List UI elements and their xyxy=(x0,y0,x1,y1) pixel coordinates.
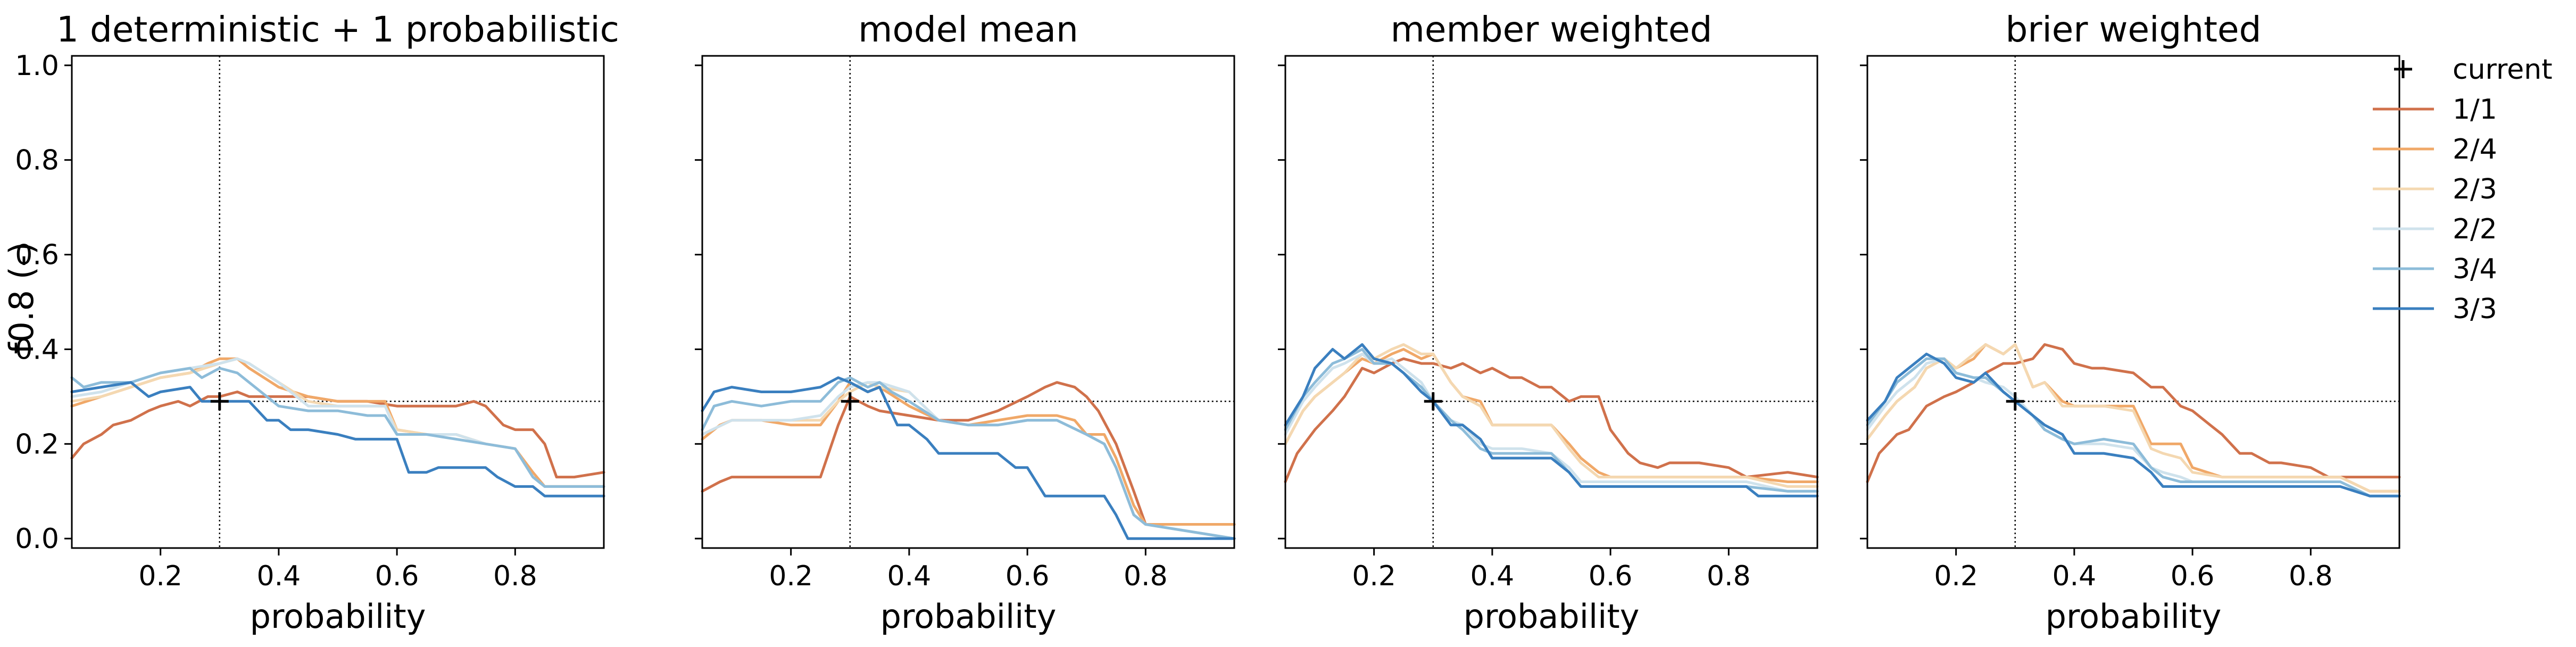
x-tick-label: 0.6 xyxy=(1006,560,1050,592)
x-axis-label: probability xyxy=(250,597,426,636)
x-tick-label: 0.6 xyxy=(375,560,419,592)
x-tick-label: 0.2 xyxy=(138,560,182,592)
y-axis-label: f0.8 (-) xyxy=(2,242,41,354)
series-line-3-3 xyxy=(1866,352,2401,497)
legend-label: 2/4 xyxy=(2453,134,2497,165)
x-tick-label: 0.2 xyxy=(1352,560,1396,592)
chart-title: member weighted xyxy=(1391,9,1713,50)
current-marker xyxy=(841,392,859,411)
x-tick-label: 0.4 xyxy=(887,560,932,592)
series-line-2-2 xyxy=(701,381,1236,540)
y-tick-label: 0.0 xyxy=(15,523,59,555)
x-tick-label: 0.8 xyxy=(1124,560,1168,592)
legend-label: 3/3 xyxy=(2453,293,2497,325)
series-line-1-1 xyxy=(1284,357,1819,483)
legend-entry-2-3: 2/3 xyxy=(2373,173,2497,205)
y-tick-label: 0.8 xyxy=(15,145,59,177)
series-line-2-3 xyxy=(701,381,1236,540)
x-axis-label: probability xyxy=(2046,597,2222,636)
axes-frame xyxy=(71,55,605,549)
x-axis-label: probability xyxy=(1464,597,1640,636)
x-tick-label: 0.4 xyxy=(2053,560,2097,592)
series-line-1-1 xyxy=(701,381,1236,526)
chart-title: 1 deterministic + 1 probabilistic xyxy=(56,9,619,50)
series-line-3-4 xyxy=(70,367,605,488)
x-tick-label: 0.8 xyxy=(493,560,537,592)
x-tick-label: 0.6 xyxy=(1589,560,1633,592)
x-tick-label: 0.8 xyxy=(2289,560,2333,592)
legend-entry-2-2: 2/2 xyxy=(2373,213,2497,245)
legend-label-current: current xyxy=(2453,54,2553,86)
series-line-2-2 xyxy=(1284,352,1819,493)
series-line-3-4 xyxy=(701,376,1236,540)
x-tick-label: 0.6 xyxy=(2171,560,2215,592)
legend-label: 1/1 xyxy=(2453,94,2497,126)
axes-frame xyxy=(701,55,1235,549)
chart-panels: 0.2 0.4 0.6 0.8 0.0 0.2 0.4 0.6 0.8 1.01 determin… xyxy=(15,9,2401,636)
y-tick-label: 0.4 xyxy=(15,334,59,366)
legend-label: 2/2 xyxy=(2453,213,2497,245)
series-line-3-3 xyxy=(70,381,605,497)
x-tick-label: 0.2 xyxy=(769,560,813,592)
chart-panel-2: 0.2 0.4 0.6 0.8 model mean probability xyxy=(695,9,1236,636)
x-tick-label: 0.8 xyxy=(1707,560,1751,592)
y-tick-label: 1.0 xyxy=(15,50,59,82)
series-line-2-2 xyxy=(1866,357,2401,497)
legend-entry-current: current xyxy=(2394,54,2553,86)
x-tick-label: 0.4 xyxy=(1470,560,1515,592)
current-marker xyxy=(2006,392,2024,411)
series-line-2-3 xyxy=(70,357,605,488)
series-line-2-3 xyxy=(1284,343,1819,488)
chart-title: brier weighted xyxy=(2005,9,2261,50)
chart-panel-4: 0.2 0.4 0.6 0.8 brier weighted probability xyxy=(1860,9,2401,636)
chart-title: model mean xyxy=(858,9,1078,50)
current-marker xyxy=(1424,392,1442,411)
current-marker xyxy=(210,392,229,411)
series-line-2-4 xyxy=(70,357,605,488)
series-line-3-4 xyxy=(1866,357,2401,497)
series-line-2-2 xyxy=(70,357,605,488)
legend-entry-3-4: 3/4 xyxy=(2373,253,2497,285)
legend-entry-3-3: 3/3 xyxy=(2373,293,2497,325)
legend-entry-2-4: 2/4 xyxy=(2373,134,2497,165)
y-tick-label: 0.6 xyxy=(15,239,59,271)
axes-frame xyxy=(1284,55,1818,549)
x-axis-label: probability xyxy=(880,597,1057,636)
series-line-3-3 xyxy=(701,376,1236,540)
legend-label: 2/3 xyxy=(2453,173,2497,205)
x-tick-label: 0.2 xyxy=(1934,560,1978,592)
legend: current 1/1 2/4 2/3 2/2 3/4 3/3 xyxy=(2373,54,2553,325)
series-line-2-3 xyxy=(1866,343,2401,493)
chart-panel-3: 0.2 0.4 0.6 0.8 member weighted probability xyxy=(1278,9,1819,636)
x-tick-label: 0.4 xyxy=(257,560,301,592)
chart-panel-1: 0.2 0.4 0.6 0.8 0.0 0.2 0.4 0.6 0.8 1.01 determin… xyxy=(15,9,619,636)
series-line-1-1 xyxy=(1866,343,2401,483)
axes-frame xyxy=(1866,55,2400,549)
y-tick-label: 0.2 xyxy=(15,428,59,460)
legend-entry-1-1: 1/1 xyxy=(2373,94,2497,126)
legend-label: 3/4 xyxy=(2453,253,2497,285)
series-line-3-3 xyxy=(1284,343,1819,497)
